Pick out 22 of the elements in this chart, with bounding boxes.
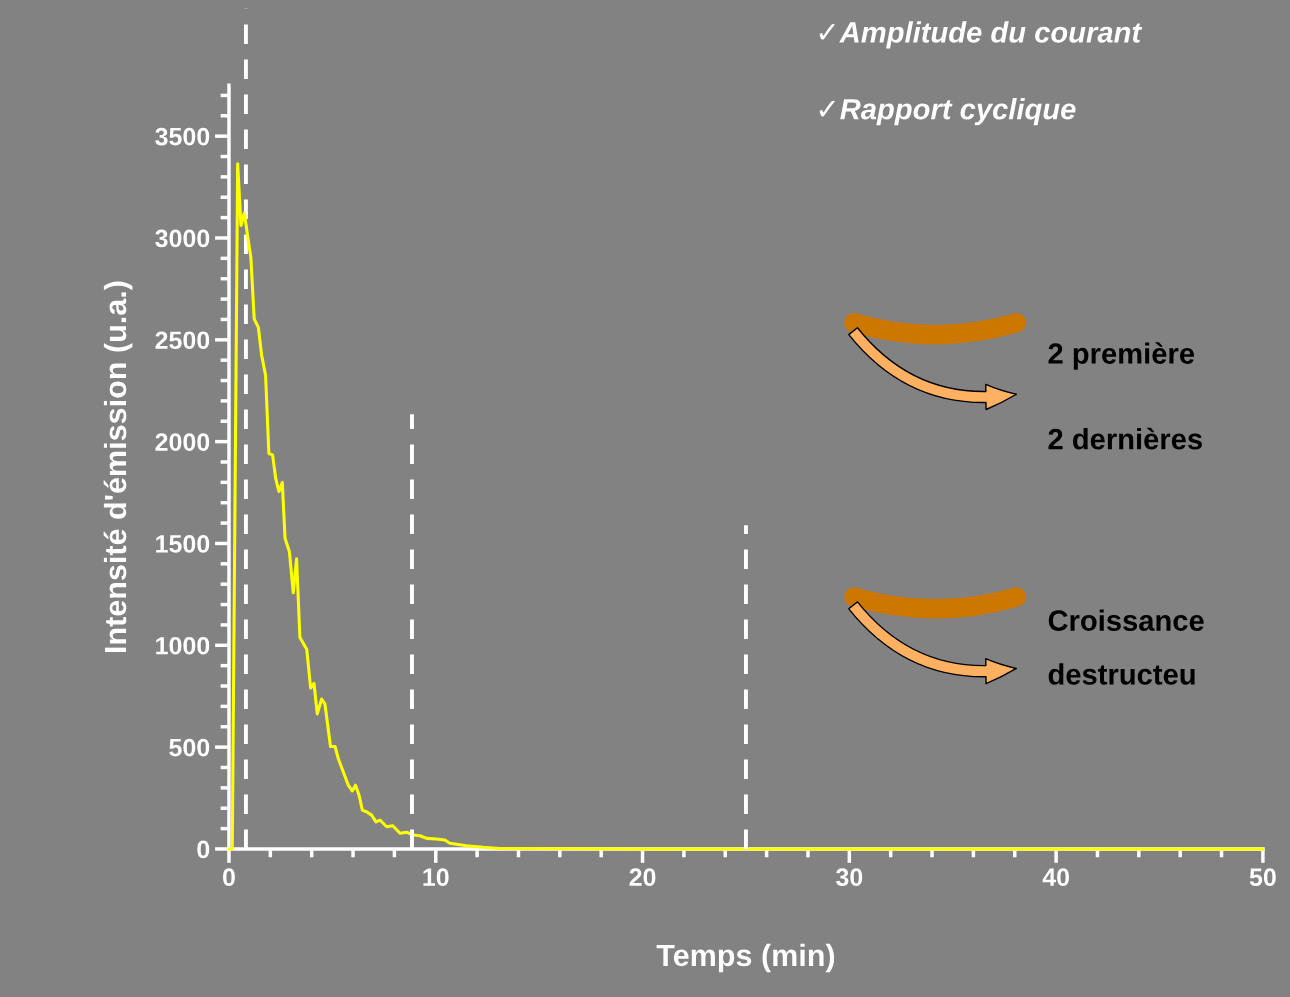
y-tick-label: 2500	[155, 331, 210, 350]
y-tick-label: 3000	[155, 229, 210, 248]
x-tick-label: 50	[1249, 868, 1276, 887]
annotation: 2 première	[1048, 342, 1195, 370]
x-axis-title: Temps (min)	[656, 943, 835, 973]
x-tick-label: 10	[423, 868, 449, 887]
y-axis-title: Intensité d'émission (u.a.)	[103, 281, 133, 653]
y-tick-label: 1500	[156, 535, 210, 553]
y-tick-label: 1000	[156, 636, 210, 655]
x-tick-label: 0	[223, 868, 235, 887]
annotation: Croissance	[1048, 609, 1204, 631]
y-tick-label: 2000	[155, 433, 210, 451]
y-tick-label: 0	[197, 840, 210, 859]
x-tick-label: 40	[1042, 868, 1069, 887]
x-tick-label: 20	[629, 868, 656, 887]
annotation: ✓Rapport cyclique	[819, 98, 1076, 126]
annotation: 2 dernières	[1048, 427, 1202, 450]
x-tick-label: 30	[836, 868, 863, 887]
annotation: destructeu	[1048, 663, 1195, 685]
text: ✓Amplitude du courant	[819, 21, 1143, 49]
y-tick-label: 500	[169, 738, 210, 757]
y-tick-label: 3500	[155, 127, 210, 146]
